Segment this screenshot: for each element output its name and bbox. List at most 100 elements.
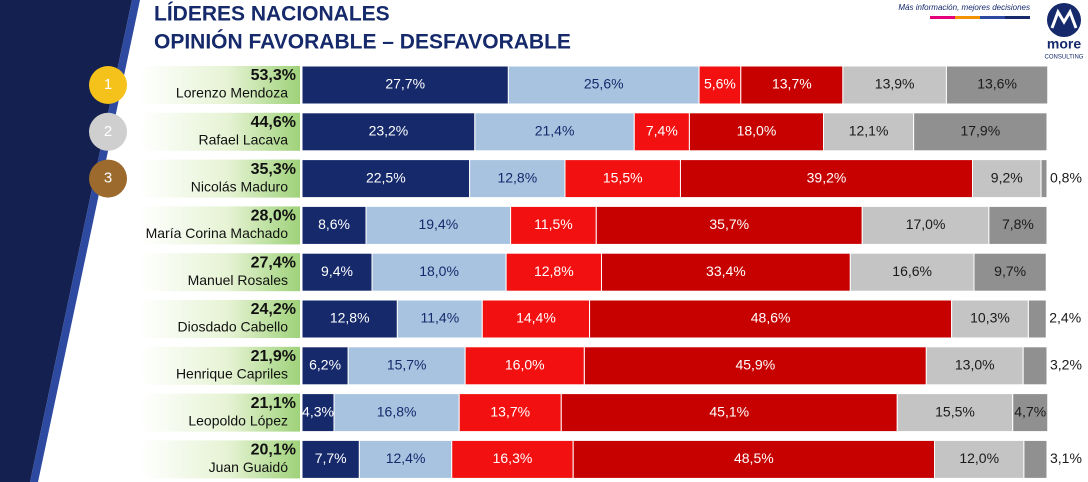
favorable-total: 35,3% [251, 161, 296, 178]
value-label: 7,4% [646, 123, 678, 139]
bar-segment [507, 65, 700, 105]
decor [930, 16, 955, 19]
value-label: 11,5% [534, 216, 573, 232]
category-label: Diosdado Cabello [177, 319, 288, 335]
bar-segment [925, 346, 1024, 386]
decor [980, 16, 1005, 19]
category-label: María Corina Machado [146, 225, 289, 241]
favorable-total: 20,1% [251, 442, 296, 459]
value-label: 13,6% [977, 76, 1017, 92]
bar-segment [600, 252, 851, 292]
bar-segment [365, 205, 512, 245]
title: LÍDERES NACIONALES [154, 3, 390, 26]
bar-segment [301, 299, 398, 339]
bar-segment [913, 112, 1048, 152]
bar-segment [988, 205, 1048, 245]
bar-segment [347, 346, 466, 386]
rank-medal [89, 159, 127, 198]
value-label: 16,3% [493, 450, 533, 466]
bar-segment [451, 439, 574, 479]
value-label: 23,2% [369, 123, 409, 139]
value-label: 4,7% [1014, 403, 1046, 419]
bar-segment [469, 159, 566, 199]
value-label: 18,0% [419, 263, 459, 279]
bar-segment [1023, 439, 1048, 479]
favorable-total: 27,4% [251, 254, 296, 271]
value-label: 12,4% [386, 450, 426, 466]
value-label: 12,8% [330, 310, 370, 326]
category-label: Rafael Lacava [198, 132, 288, 148]
value-label: 8,6% [318, 216, 350, 232]
value-label: 13,0% [955, 357, 995, 373]
label-panel [140, 393, 300, 432]
value-label: 21,4% [535, 123, 575, 139]
value-label: 12,8% [497, 169, 537, 185]
value-label: 0,8% [1050, 169, 1082, 185]
value-label: 16,8% [377, 403, 417, 419]
value-label: 11,4% [420, 310, 459, 326]
logo-text: more [1047, 36, 1081, 52]
favorable-total: 21,1% [251, 395, 296, 412]
bar-segment [301, 346, 349, 386]
decor [955, 16, 980, 19]
label-panel [140, 440, 300, 479]
rank-medal [89, 112, 127, 151]
category-label: Manuel Rosales [188, 272, 288, 288]
value-label: 27,7% [385, 76, 425, 92]
favorable-total: 53,3% [251, 67, 296, 84]
value-label: 15,7% [387, 357, 427, 373]
value-label: 45,9% [735, 357, 775, 373]
bar-segment [861, 205, 990, 245]
value-label: 9,2% [991, 169, 1023, 185]
value-label: 3,1% [1050, 450, 1082, 466]
bar-segment [1027, 299, 1047, 339]
value-label: 16,6% [892, 263, 932, 279]
bar-segment [560, 393, 898, 433]
bar-segment [1022, 346, 1048, 386]
label-panel [140, 66, 300, 104]
bar-segment [951, 299, 1029, 339]
value-label: 5,6% [704, 76, 736, 92]
value-label: 9,4% [321, 263, 353, 279]
category-label: Lorenzo Mendoza [176, 85, 288, 101]
value-label: 45,1% [709, 403, 749, 419]
bar-segment [371, 252, 507, 292]
value-label: 18,0% [737, 123, 777, 139]
value-label: 12,0% [959, 450, 999, 466]
value-label: 33,4% [706, 263, 746, 279]
category-label: Juan Guaidó [209, 459, 289, 475]
bar-segment [301, 112, 476, 152]
bar-segment [301, 439, 360, 479]
value-label: 14,4% [516, 310, 556, 326]
category-label: Henrique Capriles [176, 366, 288, 382]
bar-segment [301, 65, 509, 105]
value-label: 48,6% [751, 310, 791, 326]
value-label: 6,2% [309, 357, 341, 373]
value-label: 12,1% [849, 123, 889, 139]
category-label: Leopoldo López [188, 412, 288, 428]
bar-segment [679, 159, 974, 199]
value-label: 13,7% [490, 403, 530, 419]
bar-segment [973, 252, 1047, 292]
value-label: 10,3% [970, 310, 1010, 326]
bar-segment [564, 159, 681, 199]
bar-segment [301, 205, 367, 245]
bar-segment [301, 393, 335, 433]
value-label: 13,7% [772, 76, 812, 92]
bar-segment [972, 159, 1042, 199]
value-label: 19,4% [418, 216, 458, 232]
bar-segment [823, 112, 915, 152]
rank-medal [89, 66, 127, 104]
label-panel [140, 300, 300, 338]
value-label: 15,5% [603, 169, 643, 185]
logo-sub: CONSULTING [1045, 55, 1084, 61]
bar-segment [301, 159, 471, 199]
value-label: 12,8% [534, 263, 574, 279]
bar-segment [505, 252, 602, 292]
value-label: 39,2% [807, 169, 847, 185]
value-label: 3,2% [1050, 357, 1082, 373]
bar-segment [572, 439, 936, 479]
value-label: 9,7% [994, 263, 1026, 279]
